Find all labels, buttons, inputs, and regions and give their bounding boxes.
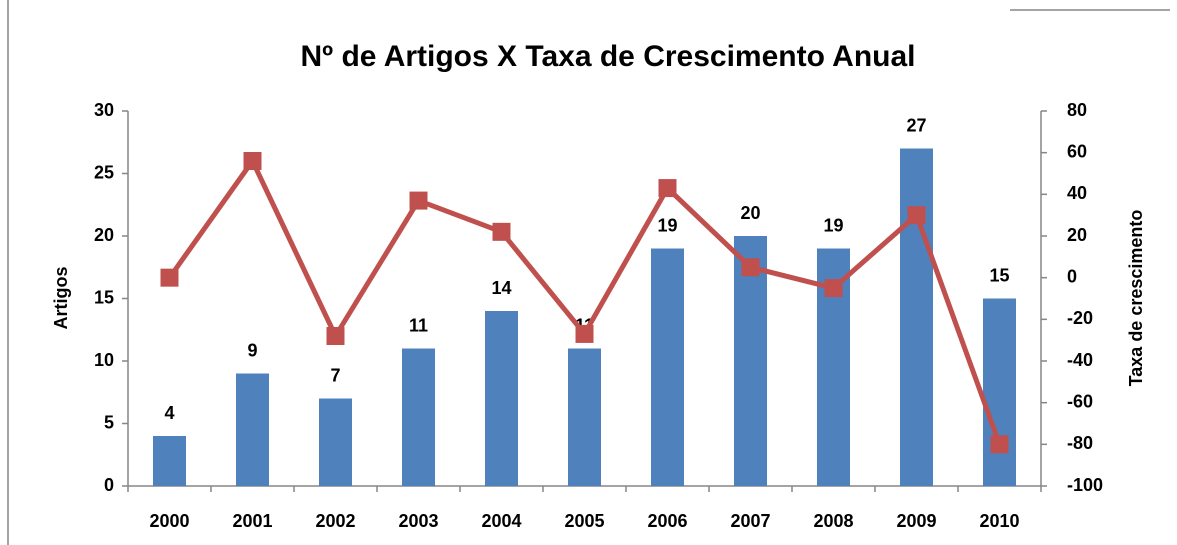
line-marker (160, 268, 179, 287)
y2-tick-label: -20 (1067, 308, 1093, 328)
bar (983, 298, 1016, 486)
bar (153, 436, 186, 486)
line-marker (575, 324, 594, 343)
bar (568, 348, 601, 486)
x-tick-label: 2002 (315, 511, 355, 531)
line-marker (492, 222, 511, 241)
x-tick-label: 2007 (730, 511, 770, 531)
y2-tick-label: 20 (1067, 225, 1087, 245)
y2-tick-label: -40 (1067, 350, 1093, 370)
x-tick-label: 2001 (232, 511, 272, 531)
data-label: 20 (740, 203, 760, 223)
bar (651, 248, 684, 486)
y-tick-label: 15 (94, 287, 114, 307)
line-marker (658, 179, 677, 198)
y2-tick-label: 60 (1067, 141, 1087, 161)
x-tick-label: 2000 (149, 511, 189, 531)
y2-tick-label: -80 (1067, 433, 1093, 453)
data-label: 4 (164, 403, 174, 423)
data-label: 14 (491, 278, 511, 298)
line-marker (907, 206, 926, 225)
x-tick-label: 2003 (398, 511, 438, 531)
x-tick-label: 2009 (896, 511, 936, 531)
bar (319, 398, 352, 486)
bar (734, 236, 767, 486)
line-marker (243, 152, 262, 170)
y-tick-label: 25 (94, 162, 114, 182)
y2-tick-label: -60 (1067, 391, 1093, 411)
data-label: 11 (409, 315, 428, 335)
data-label: 9 (247, 340, 257, 360)
y-tick-label: 10 (94, 350, 114, 370)
bar (900, 148, 933, 486)
y-tick-label: 30 (94, 100, 114, 120)
y2-tick-label: 40 (1067, 183, 1087, 203)
x-tick-label: 2005 (564, 511, 604, 531)
line-marker (326, 327, 345, 345)
data-label: 19 (823, 215, 843, 235)
y2-tick-label: 80 (1067, 100, 1087, 120)
x-tick-label: 2006 (647, 511, 687, 531)
y2-tick-label: 0 (1067, 266, 1077, 286)
line-marker (824, 279, 843, 298)
y2-axis-title: Taxa de crescimento (1126, 210, 1146, 387)
data-label: 19 (657, 215, 677, 235)
y2-tick-label: -100 (1067, 475, 1103, 495)
y-tick-label: 0 (104, 475, 114, 495)
bar (236, 373, 269, 486)
data-label: 15 (989, 265, 1009, 285)
x-tick-label: 2004 (481, 511, 521, 531)
bar (485, 311, 518, 486)
line-marker (990, 435, 1009, 454)
chart-title: Nº de Artigos X Taxa de Crescimento Anua… (301, 40, 916, 73)
x-tick-label: 2010 (979, 511, 1019, 531)
y-tick-label: 20 (94, 225, 114, 245)
x-tick-label: 2008 (813, 511, 853, 531)
y-axis-title: Artigos (51, 267, 71, 330)
data-label: 7 (330, 365, 340, 385)
line-marker (409, 191, 428, 210)
data-label: 27 (906, 115, 926, 135)
y-tick-label: 5 (104, 412, 114, 432)
line-marker (741, 258, 760, 277)
bar (402, 348, 435, 486)
